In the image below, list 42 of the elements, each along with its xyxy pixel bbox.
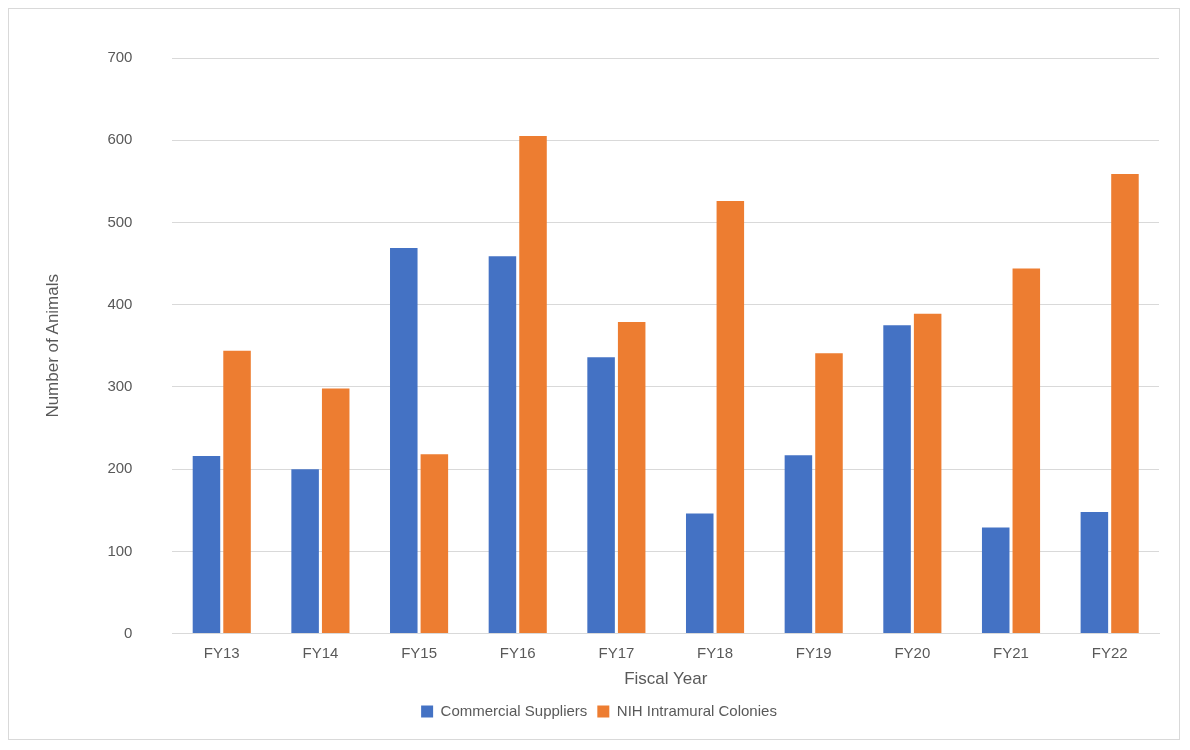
x-tick-label: FY18 — [697, 643, 733, 661]
bar — [488, 256, 517, 634]
bar — [321, 388, 350, 634]
y-tick-label: 400 — [107, 294, 133, 312]
bar — [815, 353, 843, 634]
x-tick-label: FY17 — [598, 643, 635, 661]
bar — [223, 350, 251, 634]
y-tick-label: 0 — [124, 623, 133, 641]
bar — [981, 527, 1010, 634]
x-tick-label: FY14 — [302, 643, 339, 661]
x-axis-title: Fiscal Year — [624, 669, 708, 689]
bar — [192, 455, 221, 634]
y-tick-label: 100 — [107, 541, 133, 559]
bar — [617, 321, 646, 634]
x-tick-label: FY22 — [1091, 643, 1128, 661]
y-tick-label: 500 — [107, 212, 133, 230]
x-tick-label: FY15 — [401, 643, 437, 661]
x-tick-label: FY21 — [993, 643, 1029, 661]
bar — [1080, 511, 1109, 634]
legend-label: NIH Intramural Colonies — [616, 701, 777, 719]
y-tick-label: 600 — [107, 130, 133, 148]
y-tick-label: 700 — [107, 48, 133, 66]
bar — [390, 247, 418, 634]
bar — [913, 313, 942, 634]
bar — [519, 136, 547, 634]
x-tick-label: FY20 — [894, 643, 931, 661]
bar — [1012, 268, 1041, 634]
bar — [716, 201, 745, 634]
bar — [883, 325, 911, 634]
x-tick-label: FY19 — [795, 643, 832, 661]
x-tick-label: FY16 — [499, 643, 536, 661]
y-tick-label: 200 — [107, 459, 133, 477]
bar — [587, 357, 615, 634]
x-tick-label: FY13 — [203, 643, 240, 661]
y-tick-label: 300 — [107, 377, 133, 395]
bar — [291, 469, 319, 634]
bar — [420, 454, 449, 634]
bar — [784, 455, 813, 634]
legend-label: Commercial Suppliers — [440, 701, 588, 719]
bar — [685, 513, 714, 634]
bar — [1111, 173, 1139, 634]
y-axis-title: Number of Animals — [42, 273, 62, 418]
